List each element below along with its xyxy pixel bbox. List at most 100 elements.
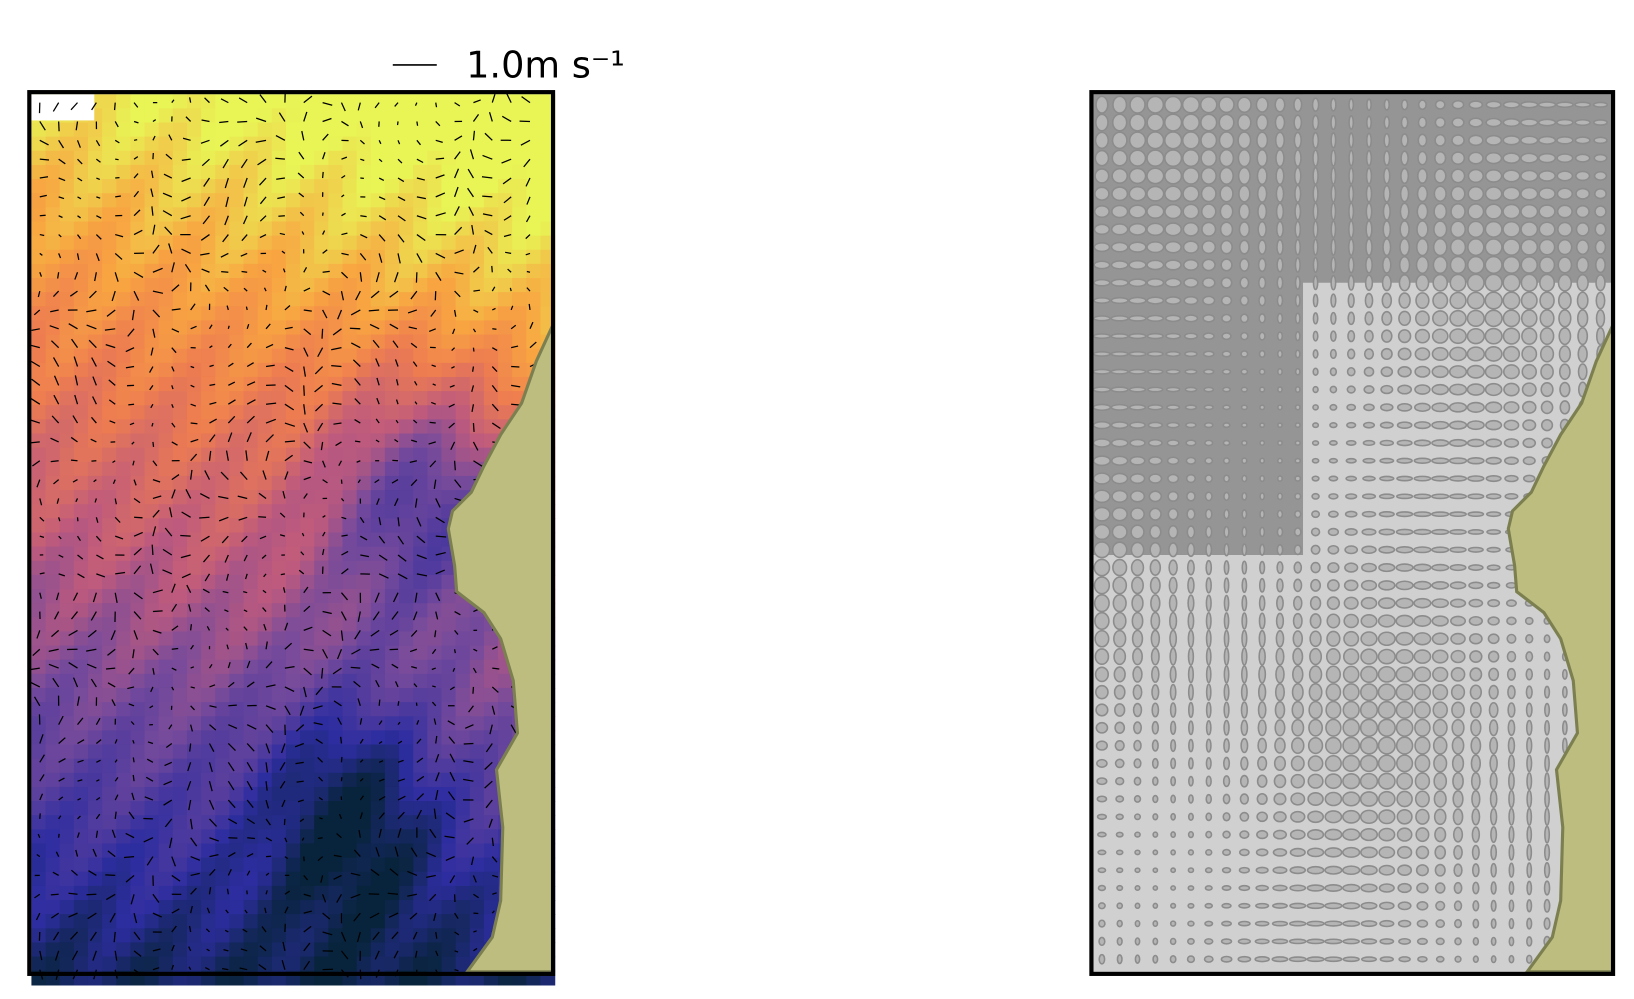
cell (441, 207, 457, 223)
cell (158, 673, 174, 689)
cell (328, 447, 344, 463)
arrow (359, 121, 364, 129)
ellipse (1538, 221, 1556, 238)
cell (257, 235, 273, 251)
cell (342, 122, 358, 138)
ellipse (1098, 936, 1106, 947)
cell (455, 235, 471, 251)
cell (427, 221, 443, 237)
cell (271, 518, 287, 534)
cell (31, 645, 47, 661)
ellipse (1181, 131, 1200, 150)
ellipse (1115, 813, 1124, 821)
cell (271, 306, 287, 322)
cell (498, 221, 513, 237)
arrow (378, 812, 385, 820)
arrow (227, 868, 232, 876)
cell (455, 885, 471, 901)
cell (271, 235, 287, 251)
ellipse (1205, 720, 1212, 736)
arrow (467, 187, 474, 198)
cell (87, 532, 103, 548)
ellipse (1129, 455, 1146, 466)
arrow (378, 535, 386, 544)
cell (45, 786, 61, 802)
arrow (76, 253, 80, 260)
cell (257, 334, 273, 350)
cell (59, 716, 75, 732)
cell (243, 504, 259, 519)
ellipse (1324, 736, 1342, 755)
cell (257, 885, 273, 901)
ellipse (1223, 665, 1230, 684)
cell (427, 801, 443, 816)
cell (370, 263, 386, 279)
cell (328, 744, 344, 760)
arrow (246, 362, 254, 368)
ellipse (1415, 845, 1430, 860)
cell (285, 942, 301, 958)
cell (328, 391, 344, 406)
ellipse (1558, 327, 1572, 346)
cell (413, 278, 428, 293)
ellipse (1379, 475, 1395, 482)
arrow (359, 738, 364, 744)
arrow (265, 743, 271, 754)
arrow (114, 272, 119, 282)
arrow (114, 777, 119, 782)
ellipse (1289, 866, 1307, 875)
cell (512, 136, 527, 152)
arrow (190, 887, 197, 895)
ellipse (1241, 647, 1248, 666)
cell (498, 320, 513, 336)
cell (73, 786, 89, 802)
arrow (449, 384, 455, 388)
ellipse (1330, 311, 1337, 325)
arrow (190, 384, 195, 388)
cell (441, 136, 457, 152)
ellipse (1095, 113, 1109, 132)
cell (356, 504, 372, 519)
cell (130, 603, 146, 618)
ellipse (1241, 665, 1248, 684)
cell (215, 885, 231, 901)
cell (144, 193, 160, 208)
arrow (39, 252, 43, 256)
ellipse (1432, 666, 1449, 683)
arrow (171, 856, 177, 867)
ellipse (1164, 296, 1182, 305)
arrow (246, 381, 256, 386)
arrow (389, 868, 399, 876)
ellipse (1151, 739, 1159, 752)
cell (73, 687, 89, 703)
cell (257, 348, 273, 364)
cell (328, 659, 344, 675)
ellipse (1166, 439, 1180, 447)
cell (413, 490, 428, 505)
cell (116, 164, 132, 180)
cell (356, 843, 372, 859)
cell (399, 546, 414, 562)
ellipse (1397, 919, 1412, 928)
ellipse (1467, 564, 1484, 571)
arrow (76, 140, 81, 148)
arrow (144, 796, 154, 801)
arrow (350, 666, 361, 669)
cell (73, 122, 89, 138)
cell (413, 419, 428, 435)
cell (399, 136, 414, 152)
cell (441, 306, 457, 322)
cell (201, 829, 216, 845)
ellipse (1485, 134, 1503, 146)
cell (271, 885, 287, 901)
cell (399, 928, 414, 944)
ellipse (1094, 149, 1110, 167)
cell (45, 885, 61, 901)
arrow (370, 629, 380, 637)
arrow (91, 357, 97, 367)
ellipse (1416, 901, 1429, 911)
cell (31, 687, 47, 703)
cell (469, 278, 485, 293)
cell (271, 292, 287, 307)
arrow (152, 290, 164, 294)
